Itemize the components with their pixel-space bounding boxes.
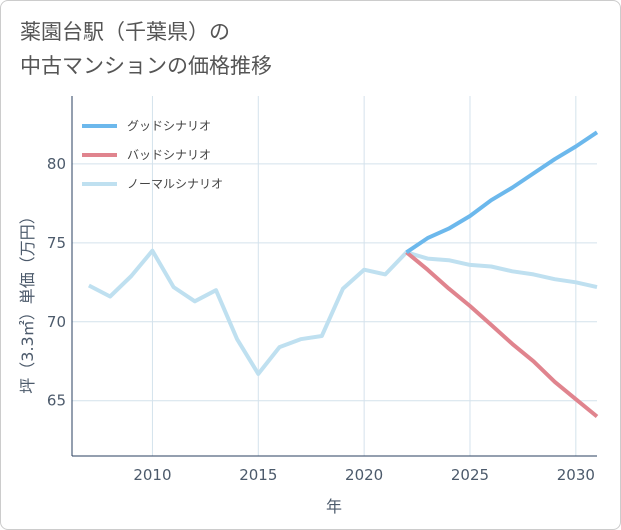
chart-title-line2: 中古マンションの価格推移 xyxy=(20,54,272,78)
y-tick-label: 80 xyxy=(47,155,66,173)
series-line-1 xyxy=(405,250,599,419)
x-tick-label: 2010 xyxy=(133,466,171,484)
x-tick-label: 2030 xyxy=(557,466,595,484)
y-axis-label: 坪（3.3㎡）単価（万円） xyxy=(18,208,37,393)
legend-label-2: ノーマルシナリオ xyxy=(127,177,223,191)
series-line-0 xyxy=(405,130,599,254)
legend-label-1: バッドシナリオ xyxy=(127,148,211,162)
axes: 2010 2015 2020 2025 2030 65 70 75 80 xyxy=(47,96,597,484)
grid xyxy=(72,96,597,456)
x-tick-label: 2015 xyxy=(239,466,277,484)
y-tick-label: 70 xyxy=(47,313,66,331)
series-line-2 xyxy=(87,248,598,376)
x-axis-label: 年 xyxy=(326,497,342,516)
legend-label-0: グッドシナリオ xyxy=(127,119,211,133)
y-tick-label: 75 xyxy=(47,234,66,252)
x-tick-label: 2025 xyxy=(451,466,489,484)
x-tick-label: 2020 xyxy=(345,466,383,484)
series-lines xyxy=(87,130,599,419)
chart-title: 薬園台駅（千葉県）の 中古マンションの価格推移 xyxy=(20,15,272,83)
chart-title-line1: 薬園台駅（千葉県）の xyxy=(20,20,230,44)
y-tick-label: 65 xyxy=(47,392,66,410)
